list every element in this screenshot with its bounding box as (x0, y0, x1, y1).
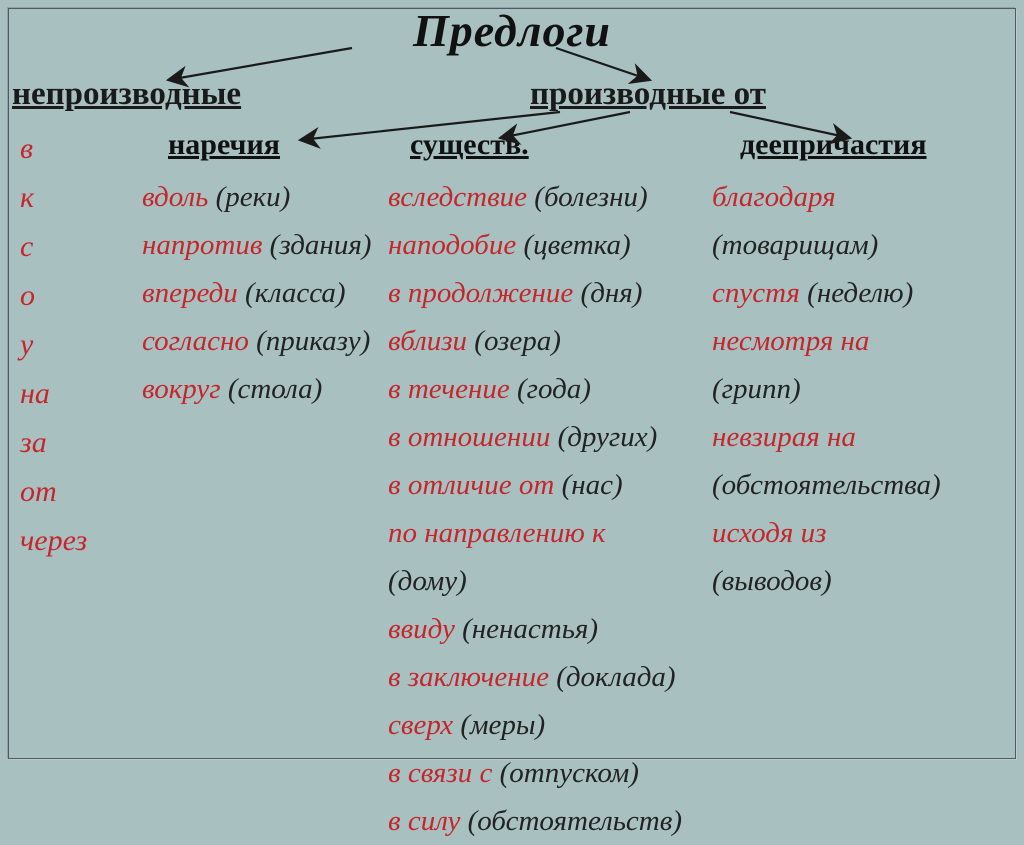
noun-item: ввиду (ненастья) (388, 605, 682, 653)
preposition-word: ввиду (388, 613, 462, 645)
example-paren: (цветка) (524, 229, 631, 261)
preposition-word: вокруг (142, 373, 228, 405)
example-paren: (стола) (228, 373, 322, 405)
example-paren: (неделю) (807, 277, 913, 309)
noun-item: в течение (года) (388, 365, 682, 413)
preposition-word: в связи с (388, 757, 500, 789)
preposition-word: согласно (142, 325, 256, 357)
adverb-item: напротив (здания) (142, 221, 371, 269)
noun-item: в связи с (отпуском) (388, 749, 682, 797)
gerund-item: спустя (неделю) (712, 269, 941, 317)
noun-item: вблизи (озера) (388, 317, 682, 365)
example-paren: (грипп) (712, 373, 801, 405)
preposition-word: спустя (712, 277, 807, 309)
nonderived-item: с (20, 222, 87, 271)
subhead-gerund: деепричастия (740, 128, 927, 162)
noun-item: вследствие (болезни) (388, 173, 682, 221)
example-paren: (товарищам) (712, 229, 878, 261)
gerund-item: благодаря (712, 173, 941, 221)
gerund-item: (выводов) (712, 557, 941, 605)
example-paren: (меры) (460, 709, 545, 741)
noun-item: в отличие от (нас) (388, 461, 682, 509)
subhead-noun: существ. (410, 128, 529, 162)
column-noun: вследствие (болезни)наподобие (цветка)в … (388, 173, 682, 845)
example-paren: (доклада) (556, 661, 675, 693)
gerund-item: несмотря на (712, 317, 941, 365)
main-title: Предлоги (0, 4, 1024, 57)
nonderived-item: о (20, 271, 87, 320)
preposition-word: несмотря на (712, 325, 869, 357)
example-paren: (дому) (388, 565, 467, 597)
noun-item: в заключение (доклада) (388, 653, 682, 701)
adverb-item: впереди (класса) (142, 269, 371, 317)
noun-item: (дому) (388, 557, 682, 605)
noun-item: по направлению к (388, 509, 682, 557)
noun-item: сверх (меры) (388, 701, 682, 749)
preposition-word: невзирая на (712, 421, 856, 453)
noun-item: наподобие (цветка) (388, 221, 682, 269)
preposition-word: вблизи (388, 325, 474, 357)
preposition-word: в отношении (388, 421, 558, 453)
column-gerund: благодаря (товарищам) спустя (неделю) несм… (712, 173, 941, 605)
gerund-item: (товарищам) (712, 221, 941, 269)
example-paren: (дня) (581, 277, 643, 309)
gerund-item: (обстоятельства) (712, 461, 941, 509)
preposition-word: напротив (142, 229, 270, 261)
preposition-word: вследствие (388, 181, 534, 213)
preposition-word: сверх (388, 709, 460, 741)
example-paren: (класса) (245, 277, 345, 309)
adverb-item: вдоль (реки) (142, 173, 371, 221)
preposition-word: впереди (142, 277, 245, 309)
example-paren: (отпуском) (500, 757, 639, 789)
noun-item: в силу (обстоятельств) (388, 797, 682, 845)
nonderived-item: в (20, 124, 87, 173)
nonderived-item: к (20, 173, 87, 222)
example-paren: (болезни) (534, 181, 647, 213)
gerund-item: исходя из (712, 509, 941, 557)
example-paren: (обстоятельства) (712, 469, 941, 501)
preposition-word: в заключение (388, 661, 556, 693)
noun-item: в продолжение (дня) (388, 269, 682, 317)
example-paren: (реки) (216, 181, 291, 213)
column-adverb: вдоль (реки)напротив (здания)впереди (кл… (142, 173, 371, 413)
nonderived-item: на (20, 369, 87, 418)
gerund-item: (грипп) (712, 365, 941, 413)
noun-item: в отношении (других) (388, 413, 682, 461)
preposition-word: в течение (388, 373, 517, 405)
adverb-item: вокруг (стола) (142, 365, 371, 413)
adverb-item: согласно (приказу) (142, 317, 371, 365)
example-paren: (года) (517, 373, 591, 405)
column-nonderived: вксоуназаотчерез (20, 124, 87, 565)
example-paren: (выводов) (712, 565, 832, 597)
example-paren: (других) (558, 421, 658, 453)
preposition-word: по направлению к (388, 517, 606, 549)
example-paren: (нас) (562, 469, 623, 501)
nonderived-item: у (20, 320, 87, 369)
heading-nonderived: непроизводные (12, 76, 241, 113)
preposition-word: вдоль (142, 181, 216, 213)
preposition-word: наподобие (388, 229, 524, 261)
example-paren: (здания) (270, 229, 372, 261)
preposition-word: исходя из (712, 517, 826, 549)
gerund-item: невзирая на (712, 413, 941, 461)
preposition-word: в продолжение (388, 277, 581, 309)
example-paren: (обстоятельств) (468, 805, 682, 837)
nonderived-item: за (20, 418, 87, 467)
heading-derived: производные от (530, 76, 766, 113)
preposition-word: благодаря (712, 181, 836, 213)
example-paren: (озера) (474, 325, 561, 357)
example-paren: (приказу) (256, 325, 370, 357)
preposition-word: в силу (388, 805, 468, 837)
nonderived-item: от (20, 467, 87, 516)
subhead-adverb: наречия (168, 128, 280, 162)
nonderived-item: через (20, 516, 87, 565)
preposition-word: в отличие от (388, 469, 562, 501)
example-paren: (ненастья) (462, 613, 598, 645)
